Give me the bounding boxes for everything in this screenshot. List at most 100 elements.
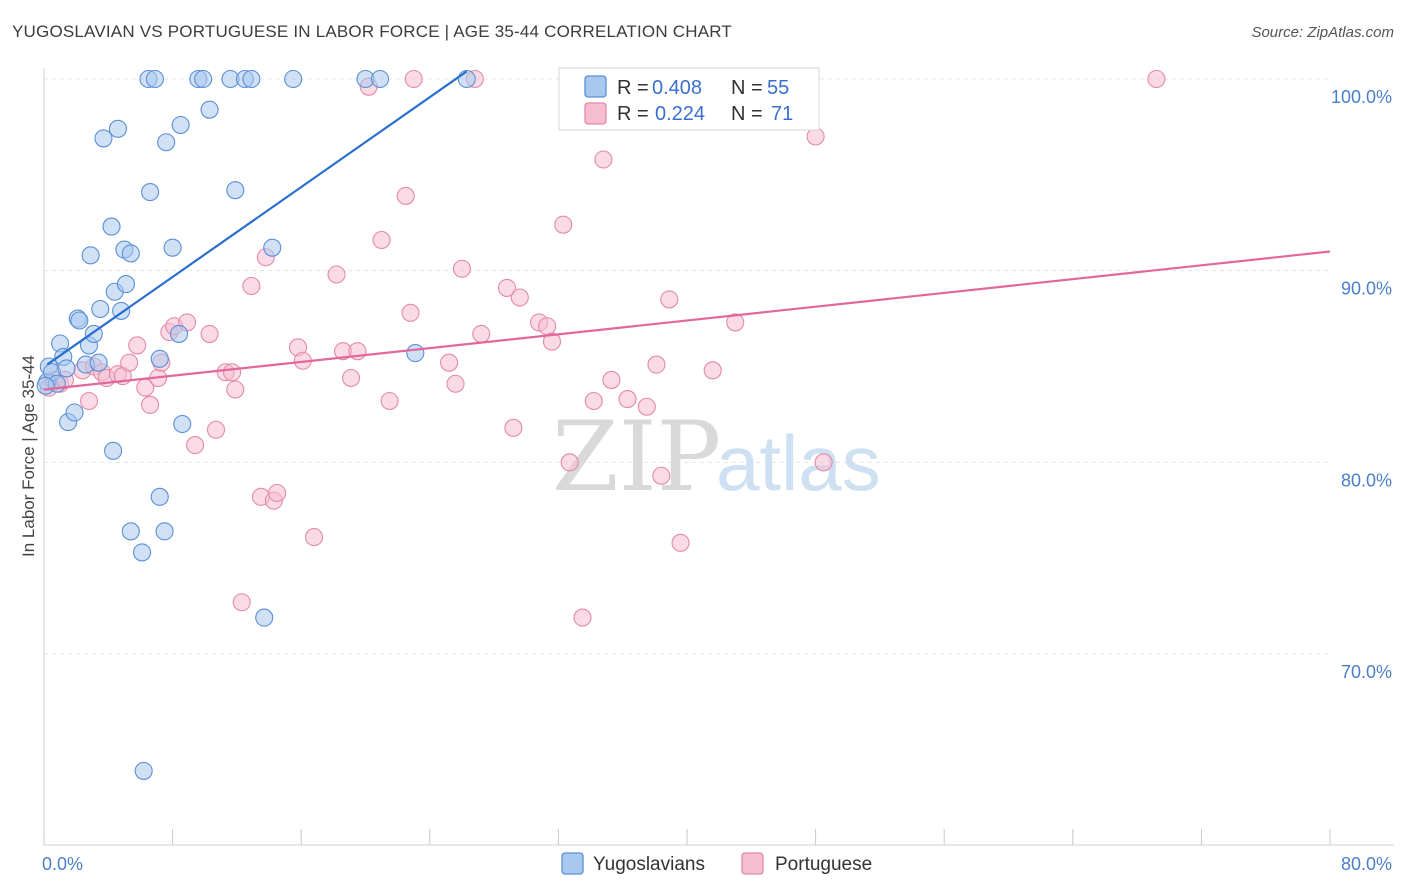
- point-yugoslavians: [157, 133, 176, 152]
- legend-r-value-0: 0.408: [652, 77, 702, 99]
- point-yugoslavians: [173, 414, 192, 434]
- point-portuguese: [703, 361, 722, 380]
- point-yugoslavians: [94, 129, 113, 148]
- point-yugoslavians: [263, 238, 282, 257]
- point-yugoslavians: [116, 275, 136, 294]
- point-yugoslavians: [104, 441, 123, 460]
- point-yugoslavians: [121, 522, 140, 541]
- point-yugoslavians: [155, 522, 174, 541]
- point-portuguese: [584, 391, 603, 411]
- chart-source: Source: ZipAtlas.com: [1251, 24, 1394, 41]
- point-portuguese: [186, 436, 205, 455]
- point-portuguese: [79, 391, 99, 411]
- point-portuguese: [497, 278, 517, 297]
- point-portuguese: [380, 391, 399, 411]
- legend-r-label-0: R =: [617, 77, 649, 99]
- point-yugoslavians: [194, 69, 213, 89]
- series-legend-label-yugoslavians: Yugoslavians: [593, 854, 705, 875]
- point-portuguese: [305, 528, 324, 547]
- y-axis-label: In Labor Force | Age 35-44: [19, 355, 38, 557]
- point-portuguese: [226, 380, 245, 399]
- point-portuguese: [554, 215, 573, 234]
- point-portuguese: [671, 533, 690, 552]
- point-portuguese: [573, 608, 592, 627]
- point-yugoslavians: [102, 217, 121, 236]
- point-portuguese: [660, 290, 679, 309]
- point-portuguese: [232, 593, 251, 612]
- point-yugoslavians: [255, 608, 274, 627]
- point-portuguese: [200, 324, 219, 343]
- point-portuguese: [472, 324, 491, 343]
- point-portuguese: [396, 186, 415, 205]
- point-yugoslavians: [133, 543, 152, 562]
- data-points: [36, 69, 1166, 780]
- point-portuguese: [128, 336, 147, 355]
- point-yugoslavians: [370, 69, 390, 89]
- point-portuguese: [814, 453, 833, 472]
- point-portuguese: [726, 313, 745, 332]
- point-portuguese: [504, 418, 523, 437]
- x-tick-label: 80.0%: [1341, 854, 1392, 874]
- point-portuguese: [341, 368, 361, 388]
- point-yugoslavians: [121, 244, 140, 263]
- point-portuguese: [1147, 69, 1166, 89]
- point-yugoslavians: [134, 761, 153, 780]
- point-portuguese: [440, 353, 459, 372]
- point-portuguese: [206, 420, 226, 439]
- y-tick-label: 90.0%: [1341, 279, 1392, 299]
- point-portuguese: [327, 265, 346, 284]
- point-portuguese: [404, 69, 423, 89]
- legend-n-value-0: 55: [767, 77, 789, 99]
- point-yugoslavians: [108, 119, 127, 138]
- point-yugoslavians: [150, 349, 169, 368]
- point-portuguese: [637, 397, 656, 416]
- x-tick-labels: 0.0% 80.0%: [42, 854, 1392, 874]
- point-yugoslavians: [242, 69, 261, 89]
- point-yugoslavians: [169, 324, 189, 343]
- point-portuguese: [268, 483, 287, 503]
- point-portuguese: [446, 374, 465, 393]
- x-tick-label: 0.0%: [42, 854, 83, 874]
- point-portuguese: [647, 355, 666, 374]
- point-portuguese: [223, 363, 242, 382]
- legend-n-label-0: N =: [731, 77, 763, 99]
- point-yugoslavians: [81, 246, 100, 265]
- point-yugoslavians: [284, 69, 303, 89]
- series-legend: Yugoslavians Portuguese: [561, 852, 872, 875]
- point-yugoslavians: [36, 376, 55, 395]
- y-tick-labels: 100.0% 90.0% 80.0% 70.0%: [1331, 87, 1392, 682]
- point-portuguese: [242, 276, 261, 296]
- point-yugoslavians: [65, 403, 84, 422]
- legend-r-value-1: 0.224: [655, 103, 705, 125]
- y-tick-label: 80.0%: [1341, 470, 1392, 490]
- point-portuguese: [602, 370, 621, 389]
- legend-r-label-1: R =: [617, 103, 649, 125]
- point-portuguese: [141, 395, 160, 414]
- axes: [43, 68, 1394, 846]
- point-yugoslavians: [150, 487, 169, 506]
- watermark-zip: ZIP: [552, 401, 721, 513]
- point-yugoslavians: [141, 183, 160, 202]
- watermark-atlas: atlas: [716, 419, 881, 507]
- point-portuguese: [652, 466, 671, 485]
- watermark: ZIP atlas: [552, 401, 881, 513]
- point-portuguese: [510, 288, 529, 307]
- series-legend-swatch-yugoslavians: [561, 852, 584, 875]
- point-yugoslavians: [226, 181, 245, 200]
- y-tick-label: 70.0%: [1341, 662, 1392, 682]
- point-yugoslavians: [89, 353, 108, 372]
- legend-swatch-yugoslavians: [584, 75, 607, 98]
- y-tick-label: 100.0%: [1331, 87, 1392, 107]
- correlation-legend: R = 0.408 N = 55 R = 0.224 N = 71: [558, 67, 820, 131]
- legend-n-value-1: 71: [771, 103, 793, 125]
- point-yugoslavians: [163, 238, 182, 257]
- series-legend-swatch-portuguese: [741, 852, 764, 875]
- point-portuguese: [372, 230, 391, 250]
- point-portuguese: [538, 317, 557, 336]
- point-yugoslavians: [171, 115, 190, 135]
- trend-lines: [43, 70, 1331, 391]
- series-legend-label-portuguese: Portuguese: [775, 854, 872, 875]
- point-yugoslavians: [406, 344, 425, 363]
- point-yugoslavians: [200, 100, 219, 119]
